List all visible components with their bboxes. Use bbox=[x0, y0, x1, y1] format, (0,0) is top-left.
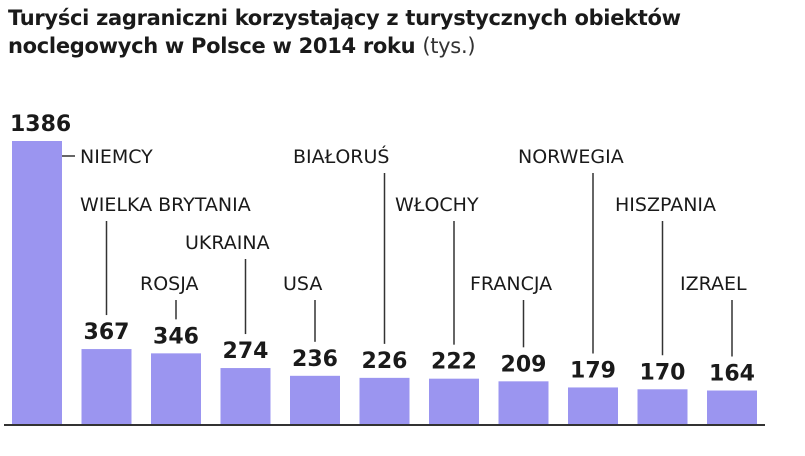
value-label-usa: 236 bbox=[292, 347, 338, 372]
value-label-izrael: 164 bbox=[709, 362, 755, 387]
category-label-francja: FRANCJA bbox=[470, 273, 552, 295]
category-label-ukraina: UKRAINA bbox=[185, 232, 270, 254]
value-label-hiszpania: 170 bbox=[640, 360, 686, 385]
chart-title-unit: (tys.) bbox=[422, 34, 476, 58]
value-label-bialorus: 226 bbox=[362, 349, 408, 374]
bar-izrael bbox=[707, 390, 757, 424]
bar-wlochy bbox=[429, 378, 479, 424]
value-label-rosja: 346 bbox=[153, 324, 199, 349]
bar-hiszpania bbox=[637, 389, 688, 424]
bar-rosja bbox=[151, 353, 201, 424]
bar-ukraina bbox=[220, 368, 271, 424]
chart-title: Turyści zagraniczni korzystający z turys… bbox=[8, 4, 798, 60]
category-label-wlochy: WŁOCHY bbox=[395, 194, 479, 216]
category-label-wielka-brytania: WIELKA BRYTANIA bbox=[80, 194, 251, 216]
bar-usa bbox=[290, 375, 340, 424]
leader-lines bbox=[62, 155, 733, 357]
category-label-rosja: ROSJA bbox=[140, 273, 198, 295]
chart-title-main: Turyści zagraniczni korzystający z turys… bbox=[8, 6, 681, 58]
value-label-niemcy: 1386 bbox=[10, 112, 71, 137]
value-label-ukraina: 274 bbox=[223, 339, 269, 364]
value-label-wielka-brytania: 367 bbox=[84, 320, 130, 345]
value-label-francja: 209 bbox=[501, 352, 547, 377]
category-label-izrael: IZRAEL bbox=[680, 273, 747, 295]
bar-niemcy bbox=[12, 141, 62, 424]
bar-francja bbox=[498, 381, 549, 424]
category-label-hiszpania: HISZPANIA bbox=[615, 194, 716, 216]
value-label-wlochy: 222 bbox=[431, 350, 477, 375]
category-label-norwegia: NORWEGIA bbox=[518, 146, 624, 168]
value-labels: 1386 367 346 274 236 226 222 209 179 170 164 bbox=[10, 112, 755, 387]
value-label-norwegia: 179 bbox=[570, 358, 616, 383]
category-label-bialorus: BIAŁORUŚ bbox=[293, 144, 389, 168]
category-label-niemcy: NIEMCY bbox=[80, 146, 153, 168]
category-labels: NIEMCY WIELKA BRYTANIA ROSJA UKRAINA USA BIAŁ… bbox=[80, 144, 747, 295]
bars-layer bbox=[12, 141, 757, 424]
bar-norwegia bbox=[568, 387, 618, 424]
bar-wielka-brytania bbox=[81, 349, 132, 424]
bar-bialorus bbox=[359, 377, 410, 424]
category-label-usa: USA bbox=[283, 273, 322, 295]
